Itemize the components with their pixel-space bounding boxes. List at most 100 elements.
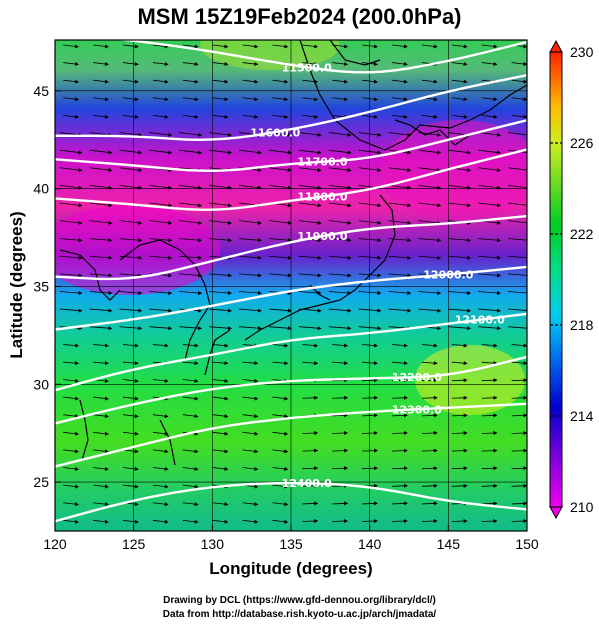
wind-arrow — [119, 308, 143, 313]
x-tick-label: 150 — [515, 536, 539, 552]
y-tick-label: 45 — [33, 83, 49, 99]
wind-arrow — [388, 255, 412, 260]
wind-arrow — [268, 220, 292, 225]
wind-arrow — [93, 449, 109, 454]
wind-arrow — [212, 449, 229, 454]
wind-arrow — [511, 62, 527, 66]
wind-arrow — [149, 202, 173, 208]
wind-arrow — [239, 184, 262, 190]
wind-arrow — [212, 466, 229, 471]
wind-arrow — [358, 149, 382, 155]
wind-arrow — [209, 290, 232, 295]
contour-label: 11500.0 — [282, 61, 332, 74]
wind-arrow — [89, 326, 113, 331]
wind-arrow — [511, 79, 527, 84]
wind-arrow — [93, 396, 109, 401]
wind-arrow — [302, 97, 319, 102]
wind-arrow — [272, 414, 289, 419]
wind-arrow — [392, 79, 408, 84]
wind-arrow — [59, 255, 83, 260]
wind-arrow — [209, 326, 232, 331]
wind-arrow — [481, 378, 498, 383]
wind-arrow — [182, 62, 199, 66]
wind-arrow — [149, 132, 173, 137]
wind-arrow — [418, 202, 442, 208]
wind-arrow — [212, 502, 229, 507]
wind-arrow — [149, 326, 173, 331]
wind-arrow — [122, 431, 139, 436]
wind-arrow — [212, 97, 229, 102]
wind-arrow — [358, 220, 382, 225]
wind-arrow — [59, 290, 83, 295]
wind-arrow — [418, 167, 442, 173]
wind-arrow — [179, 184, 203, 190]
wind-arrow — [302, 343, 319, 348]
wind-arrow — [332, 97, 349, 102]
wind-arrow — [122, 62, 139, 66]
y-axis-ticks: 25 30 35 40 45 — [33, 83, 61, 490]
wind-arrow — [149, 290, 173, 295]
wind-arrow — [421, 466, 438, 471]
wind-arrow — [119, 290, 143, 295]
wind-arrow — [272, 396, 289, 401]
wind-arrow — [268, 238, 292, 243]
wind-arrow — [358, 273, 382, 278]
wind-arrow — [122, 361, 139, 366]
wind-arrow — [358, 308, 382, 313]
wind-arrow — [392, 483, 408, 488]
wind-arrow — [302, 466, 319, 471]
wind-arrow — [209, 184, 232, 190]
wind-arrow — [358, 255, 382, 260]
wind-arrow — [239, 290, 262, 295]
wind-arrow — [302, 62, 319, 66]
wind-arrow — [388, 184, 412, 190]
wind-arrow — [328, 238, 352, 243]
wind-arrow — [511, 114, 527, 119]
wind-arrow — [93, 361, 109, 366]
wind-arrow — [63, 97, 80, 102]
wind-arrow — [478, 132, 502, 137]
colorbar-tick-label: 230 — [570, 44, 594, 60]
wind-arrow — [421, 79, 438, 84]
wind-arrow — [478, 184, 502, 190]
wind-arrow — [481, 431, 498, 436]
wind-arrow — [302, 431, 319, 436]
wind-arrow — [242, 431, 259, 436]
wind-arrow — [451, 97, 468, 102]
wind-arrow — [421, 44, 438, 49]
wind-arrow — [59, 202, 83, 208]
wind-arrow — [182, 466, 199, 471]
wind-arrow — [242, 519, 259, 524]
wind-arrow — [388, 202, 412, 208]
wind-arrow — [209, 273, 232, 278]
wind-arrow — [149, 149, 173, 155]
wind-arrow — [93, 97, 109, 102]
wind-arrow — [152, 79, 169, 84]
wind-arrow — [392, 413, 408, 418]
wind-arrow — [239, 220, 262, 225]
wind-arrow — [362, 431, 378, 436]
wind-arrow — [182, 519, 199, 524]
wind-arrow — [89, 238, 113, 243]
wind-arrow — [302, 395, 319, 400]
wind-arrow — [212, 361, 229, 366]
y-tick-label: 30 — [33, 376, 49, 392]
wind-arrow — [182, 396, 199, 401]
colorbar-ticks: 230 226 222 218 214 210 — [550, 44, 594, 515]
wind-arrow — [182, 97, 199, 102]
wind-arrow — [122, 414, 139, 419]
wind-arrow — [332, 448, 349, 453]
wind-arrow — [362, 378, 378, 383]
wind-arrow — [302, 519, 319, 524]
wind-arrow — [268, 255, 292, 260]
wind-arrow — [182, 343, 199, 348]
colorbar-tick-label: 214 — [570, 408, 594, 424]
wind-arrow — [212, 414, 229, 419]
wind-arrow — [63, 431, 80, 436]
wind-arrow — [481, 466, 498, 471]
wind-arrow — [212, 378, 229, 383]
wind-arrow — [212, 431, 229, 436]
wind-arrow — [272, 502, 289, 507]
wind-arrow — [89, 308, 113, 313]
wind-arrow — [122, 378, 139, 383]
